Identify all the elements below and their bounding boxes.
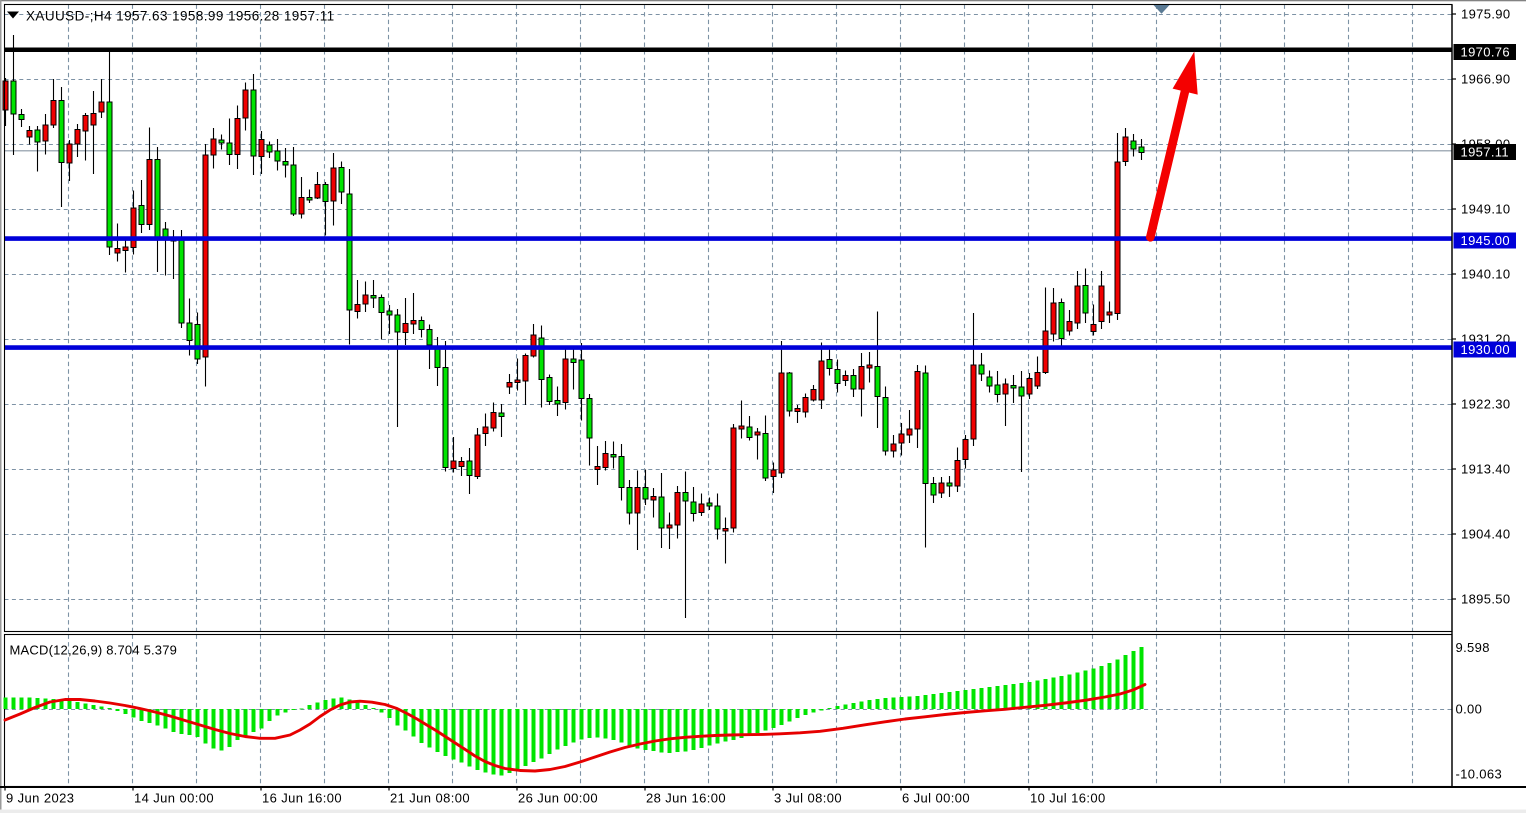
svg-text:6 Jul 00:00: 6 Jul 00:00: [902, 790, 970, 805]
svg-text:1930.00: 1930.00: [1461, 342, 1510, 357]
svg-text:1945.00: 1945.00: [1461, 233, 1510, 248]
svg-text:26 Jun 00:00: 26 Jun 00:00: [518, 790, 598, 805]
svg-text:1957.11: 1957.11: [1461, 145, 1509, 160]
svg-text:1904.40: 1904.40: [1461, 527, 1510, 542]
svg-text:16 Jun 16:00: 16 Jun 16:00: [262, 790, 342, 805]
svg-text:3 Jul 08:00: 3 Jul 08:00: [774, 790, 842, 805]
svg-text:28 Jun 16:00: 28 Jun 16:00: [646, 790, 726, 805]
svg-text:10 Jul 16:00: 10 Jul 16:00: [1030, 790, 1106, 805]
svg-text:-10.063: -10.063: [1456, 767, 1503, 782]
svg-text:0.00: 0.00: [1456, 702, 1483, 717]
svg-text:1940.10: 1940.10: [1461, 267, 1510, 282]
svg-text:XAUUSD-;H4 1957.63 1958.99 19: XAUUSD-;H4 1957.63 1958.99 1956.28 1957.…: [26, 8, 335, 23]
svg-text:1895.50: 1895.50: [1461, 592, 1510, 607]
svg-text:1966.90: 1966.90: [1461, 72, 1510, 87]
svg-text:1949.10: 1949.10: [1461, 202, 1510, 217]
svg-text:1975.90: 1975.90: [1461, 7, 1510, 22]
svg-text:1970.76: 1970.76: [1461, 45, 1510, 60]
svg-text:14 Jun 00:00: 14 Jun 00:00: [134, 790, 214, 805]
svg-text:9.598: 9.598: [1456, 640, 1490, 655]
svg-text:21 Jun 08:00: 21 Jun 08:00: [390, 790, 470, 805]
svg-text:9 Jun 2023: 9 Jun 2023: [6, 790, 74, 805]
svg-text:1922.30: 1922.30: [1461, 397, 1510, 412]
svg-text:1913.40: 1913.40: [1461, 462, 1510, 477]
svg-text:MACD(12,26,9) 8.704 5.379: MACD(12,26,9) 8.704 5.379: [10, 643, 178, 658]
